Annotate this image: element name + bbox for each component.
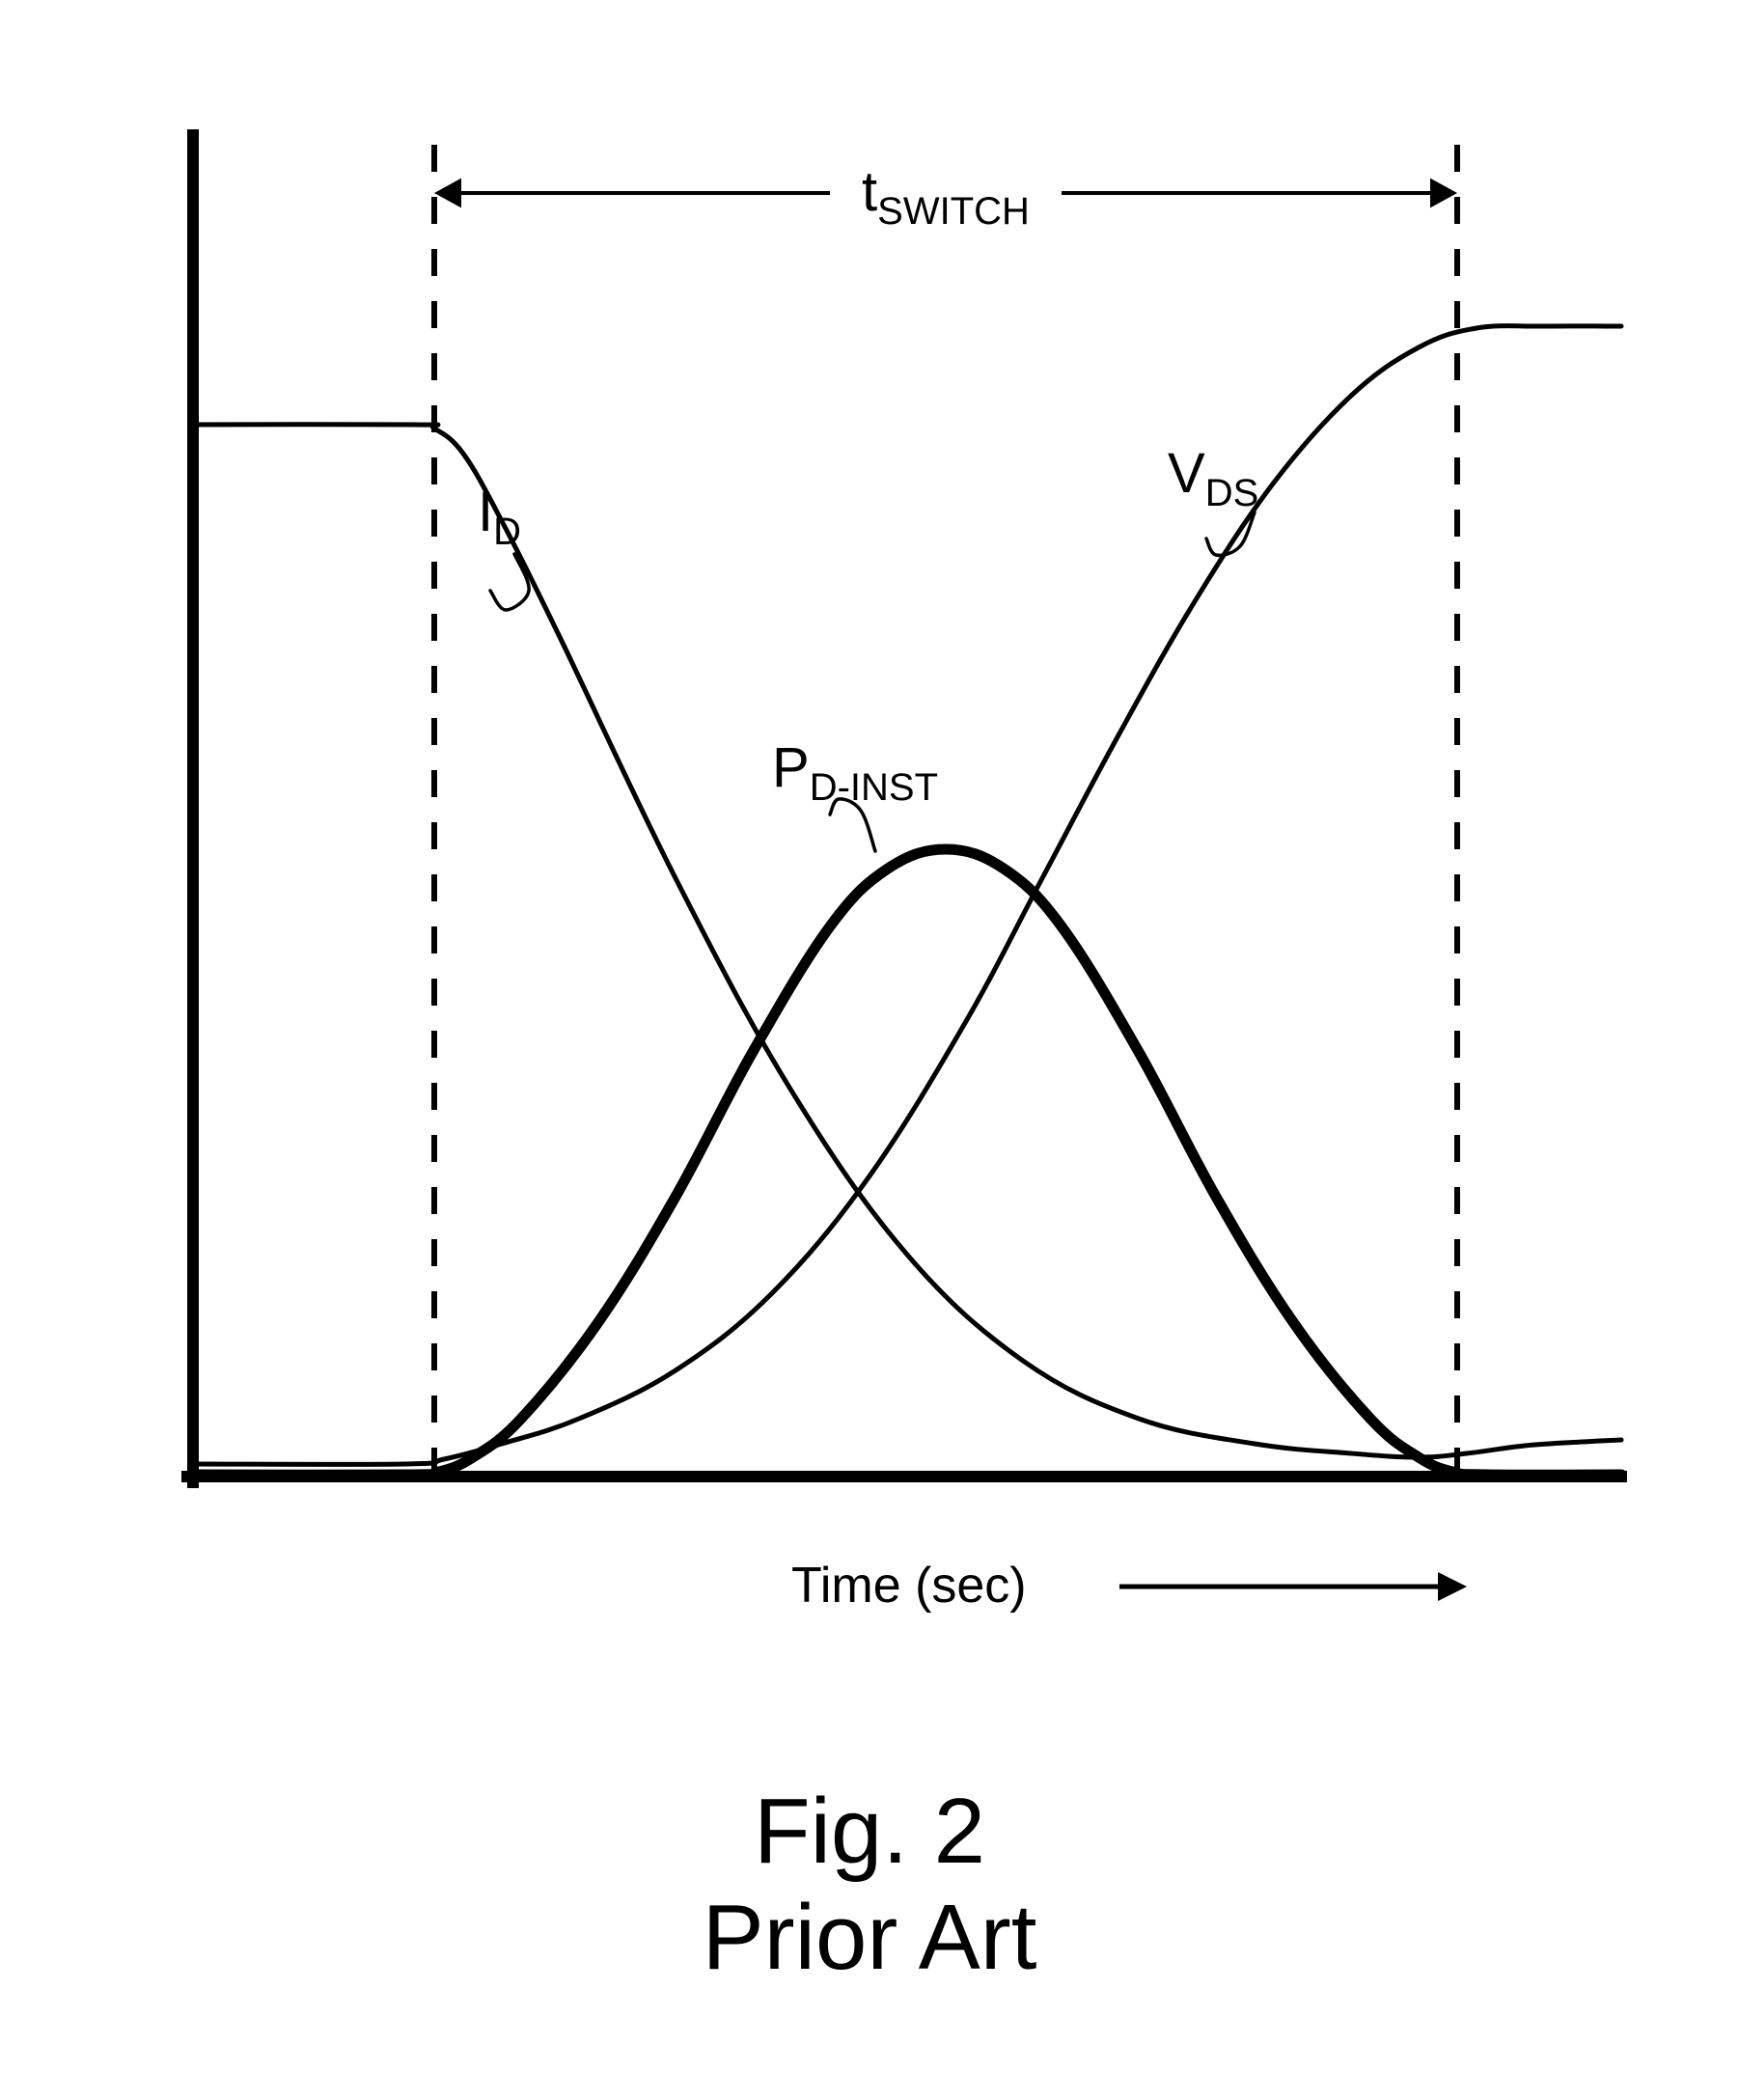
figure-caption-line2: Prior Art [703, 1886, 1037, 1989]
figure-caption-line1: Fig. 2 [754, 1780, 985, 1883]
x-axis-label: Time (sec) [791, 1558, 1027, 1614]
switching-loss-chart: tSWITCHIDPD-INSTVDSTime (sec)Fig. 2Prior… [0, 0, 1739, 2100]
